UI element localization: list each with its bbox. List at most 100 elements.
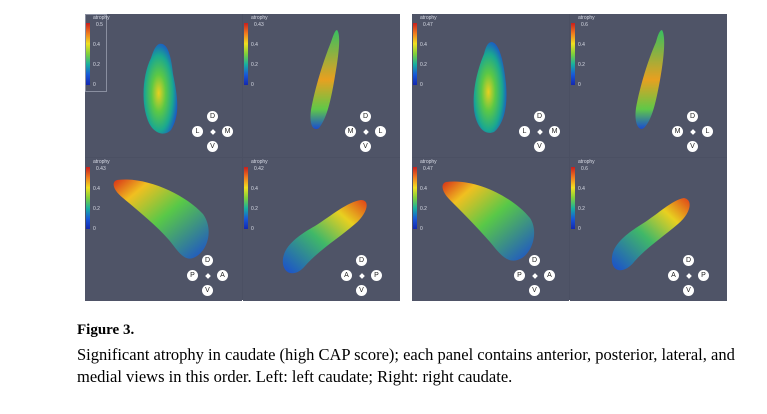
colorbar-tick: 0.4 [578,186,585,192]
compass-right-label: P [698,270,709,281]
compass-dorsal: D [534,111,545,122]
compass-left-label: M [672,126,683,137]
compass-ventral: V [202,285,213,296]
colorbar [571,167,575,229]
caudate-surface [143,43,178,134]
compass-left-label: P [514,270,525,281]
orientation-compass: D L M V [517,111,563,155]
colorbar-tick: 0 [251,82,254,88]
colorbar-title: atrophy [420,159,437,165]
panel-medial: atrophy 0.6 0.4 0.2 0 D A P V [570,158,727,301]
panel-anterior: atrophy 0.5 0.4 0.2 0 D L M V [85,14,242,157]
colorbar-tick: 0.2 [93,62,100,68]
compass-ventral: V [360,141,371,152]
colorbar [413,167,417,229]
colorbar-max: 0.42 [254,166,264,172]
compass-ventral: V [529,285,540,296]
compass-ventral: V [356,285,367,296]
panel-anterior: atrophy 0.47 0.4 0.2 0 D L M V [412,14,569,157]
caudate-surface [611,198,690,271]
colorbar-max: 0.6 [581,22,588,28]
colorbar-tick: 0.4 [93,42,100,48]
compass-ventral: V [534,141,545,152]
orientation-compass: D M L V [343,111,389,155]
orientation-compass: D M L V [670,111,716,155]
colorbar-max: 0.5 [96,22,103,28]
compass-ventral: V [207,141,218,152]
colorbar-tick: 0 [93,82,96,88]
colorbar-max: 0.6 [581,166,588,172]
colorbar-tick: 0.2 [251,206,258,212]
colorbar-frame [85,14,107,92]
colorbar-title: atrophy [420,15,437,21]
panel-lateral: atrophy 0.43 0.4 0.2 0 D P A V [85,158,242,301]
colorbar-tick: 0 [93,226,96,232]
compass-ventral: V [683,285,694,296]
colorbar-max: 0.43 [96,166,106,172]
compass-right-label: P [371,270,382,281]
colorbar-tick: 0.2 [420,62,427,68]
compass-center [690,129,696,135]
colorbar-tick: 0.4 [420,186,427,192]
colorbar-tick: 0 [420,226,423,232]
colorbar-title: atrophy [251,15,268,21]
colorbar-title: atrophy [251,159,268,165]
compass-dorsal: D [207,111,218,122]
compass-dorsal: D [202,255,213,266]
panel-posterior: atrophy 0.43 0.4 0.2 0 D M L V [243,14,400,157]
colorbar-title: atrophy [578,15,595,21]
compass-right-label: M [549,126,560,137]
colorbar-tick: 0.2 [578,62,585,68]
compass-right-label: L [702,126,713,137]
colorbar-tick: 0 [578,82,581,88]
colorbar [86,23,90,85]
colorbar [86,167,90,229]
orientation-compass: D L M V [190,111,236,155]
colorbar-tick: 0.4 [251,42,258,48]
caudate-surface [473,42,507,133]
colorbar [244,23,248,85]
orientation-compass: D P A V [512,255,558,299]
compass-left-label: L [192,126,203,137]
colorbar-tick: 0.2 [93,206,100,212]
compass-center [210,129,216,135]
compass-center [532,273,538,279]
orientation-compass: D A P V [666,255,712,299]
colorbar-tick: 0 [578,226,581,232]
colorbar-tick: 0.4 [420,42,427,48]
colorbar-title: atrophy [93,159,110,165]
colorbar-title: atrophy [93,15,110,21]
colorbar-max: 0.47 [423,22,433,28]
panel-lateral: atrophy 0.47 0.4 0.2 0 D P A V [412,158,569,301]
compass-left-label: A [341,270,352,281]
panel-medial: atrophy 0.42 0.4 0.2 0 D A P V [243,158,400,301]
compass-right-label: A [217,270,228,281]
compass-right-label: L [375,126,386,137]
colorbar-tick: 0.4 [251,186,258,192]
orientation-compass: D P A V [185,255,231,299]
compass-right-label: M [222,126,233,137]
colorbar-tick: 0.4 [93,186,100,192]
colorbar-tick: 0 [251,226,254,232]
colorbar-tick: 0.2 [420,206,427,212]
compass-dorsal: D [683,255,694,266]
colorbar [413,23,417,85]
compass-center [537,129,543,135]
compass-center [363,129,369,135]
panel-posterior: atrophy 0.6 0.4 0.2 0 D M L V [570,14,727,157]
colorbar [571,23,575,85]
colorbar-tick: 0.2 [578,206,585,212]
compass-left-label: M [345,126,356,137]
colorbar-max: 0.43 [254,22,264,28]
colorbar-max: 0.47 [423,166,433,172]
caudate-surface [310,30,340,130]
colorbar-tick: 0.4 [578,42,585,48]
compass-dorsal: D [529,255,540,266]
caudate-surface [442,181,535,261]
compass-ventral: V [687,141,698,152]
compass-left-label: P [187,270,198,281]
compass-center [205,273,211,279]
caudate-surface [282,200,367,274]
compass-center [359,273,365,279]
colorbar-title: atrophy [578,159,595,165]
